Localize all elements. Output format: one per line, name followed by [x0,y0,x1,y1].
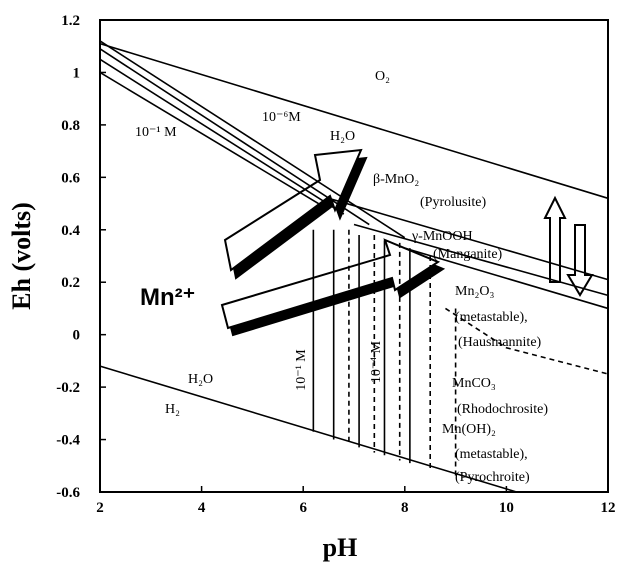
annotation: MnCO₃ [452,376,496,391]
annotation: (Pyrolusite) [420,195,486,210]
annotation: O₂ [375,69,390,84]
annotation: Mn₂O₃ [455,284,494,299]
annotation: H₂O [188,372,213,387]
x-tick-label: 4 [198,500,206,516]
annotation: (metastable), [455,447,528,462]
x-tick-label: 12 [601,500,616,516]
annotation: (metastable), [455,310,528,325]
y-tick-label: -0.2 [56,380,80,396]
y-tick-label: -0.6 [56,485,80,501]
y-tick-label: 0.6 [61,170,80,186]
y-axis-title: Eh (volts) [7,202,36,310]
annotation: 10⁻⁶M [262,110,301,125]
y-tick-label: 0.2 [61,275,80,291]
annotation: (Rhodochrosite) [457,402,548,417]
y-tick-label: 0 [73,328,81,344]
annotation: β-MnO₂ [373,172,419,187]
up-arrow [545,198,565,282]
annotation: (Manganite) [433,247,503,262]
x-tick-label: 8 [401,500,409,516]
x-tick-label: 6 [299,500,307,516]
annotation: Mn²⁺ [140,284,195,311]
annotation: (Hausmannite) [458,335,542,350]
y-tick-label: 0.8 [61,118,80,134]
annotation: 10⁻⁴ M [369,340,384,383]
annotation: H₂O [330,129,355,144]
annotation: 10⁻¹ M [135,125,177,140]
y-tick-label: 1.2 [61,13,80,29]
x-tick-label: 10 [499,500,514,516]
annotation: 10⁻¹ M [294,349,309,391]
annotation: γ-MnOOH [411,229,473,244]
x-tick-label: 2 [96,500,104,516]
annotation: H₂ [165,402,180,417]
annotation: (Pyrochroite) [455,470,530,485]
annotation: Mn(OH)₂ [442,422,496,437]
y-tick-label: 1 [73,65,81,81]
x-axis-title: pH [323,533,358,562]
boundary-line [100,72,318,203]
chart: pH Eh (volts) 2 4 6 8 10 12 1.2 1 0.8 0.6 0.4 0.2 0 -… [0,0,619,566]
y-tick-label: 0.4 [61,223,80,239]
y-tick-label: -0.4 [56,433,80,449]
